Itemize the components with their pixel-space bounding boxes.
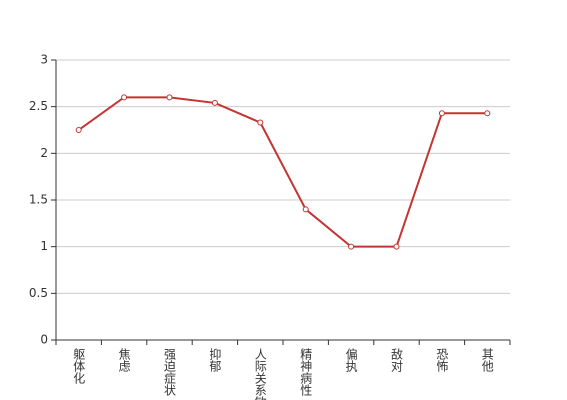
y-tick-label: 0 xyxy=(40,333,48,347)
point xyxy=(166,94,173,101)
line xyxy=(78,96,488,248)
point xyxy=(75,127,82,133)
point xyxy=(257,119,264,126)
x-tick-label: 恐怖 xyxy=(435,348,449,372)
point xyxy=(484,110,491,117)
point xyxy=(348,243,355,250)
y-tick-label: 1.5 xyxy=(29,193,48,207)
y-tick-label: 2.5 xyxy=(29,99,48,113)
point xyxy=(121,94,128,101)
x-tick-label: 人际关系敏感 xyxy=(253,348,267,400)
x-tick-label: 其他 xyxy=(480,348,494,372)
x-tick-label: 焦虑 xyxy=(117,348,131,372)
x-tick-label: 躯体化 xyxy=(72,347,86,385)
y-tick-label: 1 xyxy=(40,239,48,253)
x-tick-label: 精神病性 xyxy=(299,348,313,397)
y-tick-label: 0.5 xyxy=(29,286,48,300)
point xyxy=(393,243,400,250)
point xyxy=(211,99,218,106)
y-tick-label: 2 xyxy=(40,146,48,160)
x-tick-label: 强迫症状 xyxy=(163,348,177,396)
point xyxy=(438,110,445,117)
x-tick-label: 偏执 xyxy=(344,347,358,373)
x-tick-label: 敌对 xyxy=(390,347,404,372)
point xyxy=(302,206,309,213)
x-tick-label: 抑郁 xyxy=(208,347,222,373)
y-tick-label: 3 xyxy=(40,53,48,67)
